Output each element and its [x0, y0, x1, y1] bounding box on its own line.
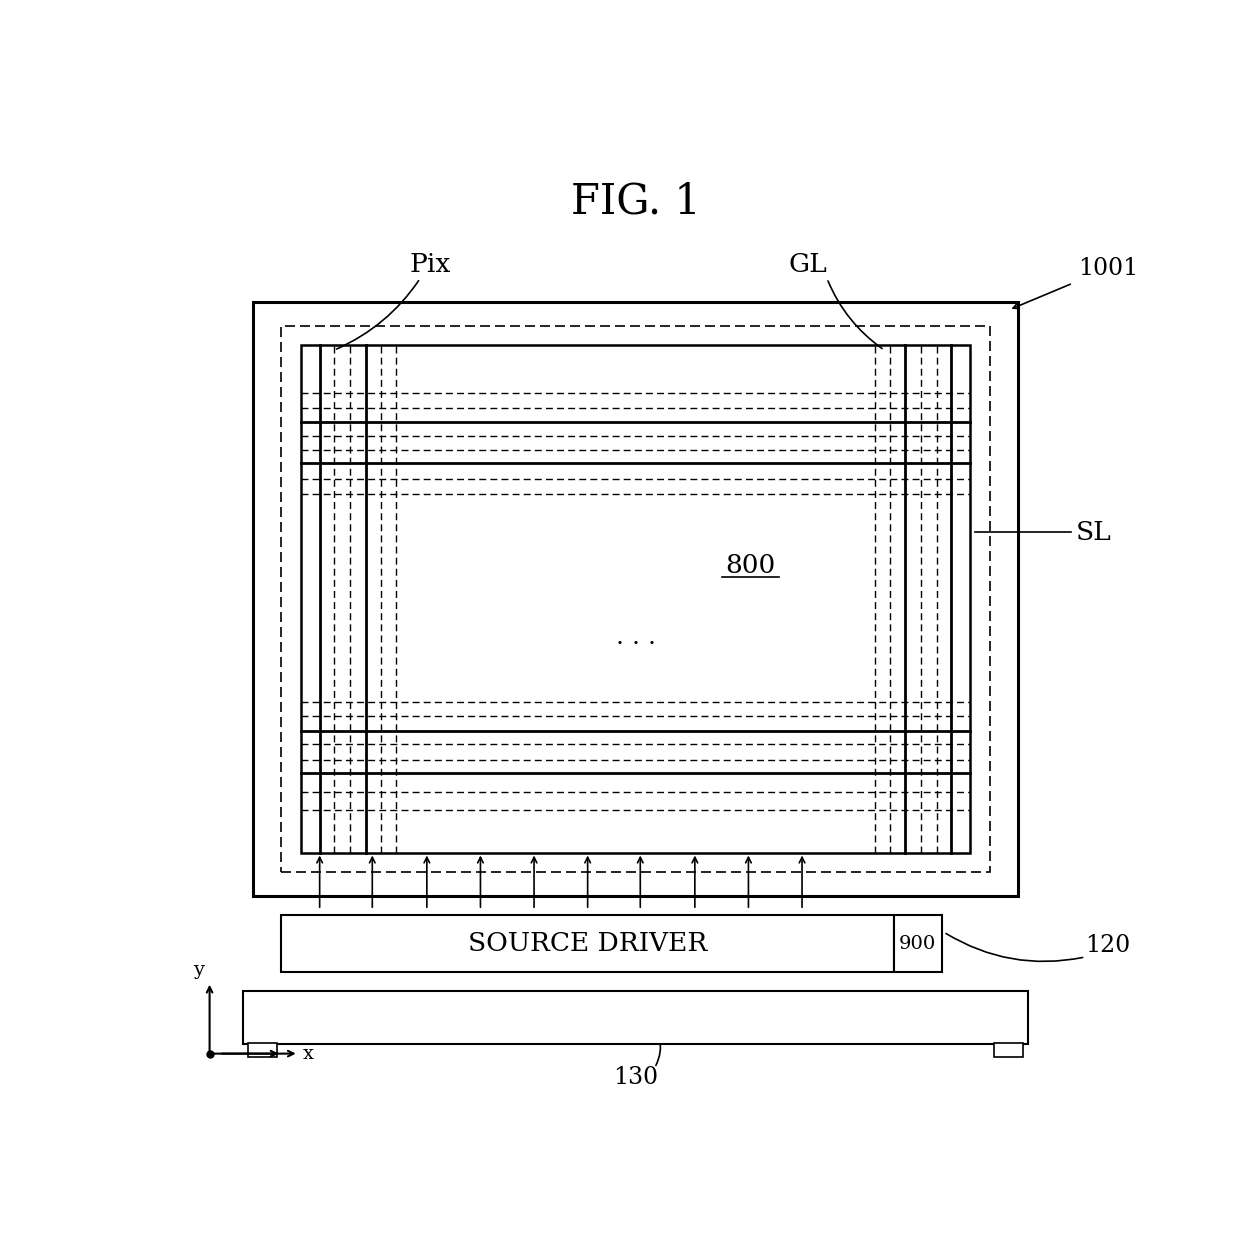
Text: 900: 900: [899, 935, 936, 952]
Text: y: y: [192, 961, 203, 979]
FancyArrowPatch shape: [336, 281, 419, 349]
Bar: [248, 1043, 277, 1058]
Text: 130: 130: [613, 1066, 658, 1089]
Bar: [994, 1043, 1023, 1058]
Bar: [281, 326, 990, 871]
Text: . . .: . . .: [615, 625, 656, 649]
Text: Pix: Pix: [409, 251, 450, 276]
Bar: [253, 302, 1018, 896]
FancyArrowPatch shape: [647, 1019, 661, 1065]
Text: GL: GL: [789, 251, 827, 276]
Text: 120: 120: [1085, 933, 1131, 957]
FancyArrowPatch shape: [946, 933, 1083, 961]
Text: SL: SL: [1076, 520, 1111, 544]
FancyArrowPatch shape: [828, 281, 882, 348]
Bar: [894, 915, 941, 972]
Text: 1001: 1001: [1078, 257, 1138, 281]
Bar: [281, 915, 894, 972]
Bar: [243, 992, 1028, 1044]
Text: x: x: [303, 1044, 314, 1063]
Bar: [300, 346, 971, 853]
Text: FIG. 1: FIG. 1: [570, 180, 701, 222]
Text: SOURCE DRIVER: SOURCE DRIVER: [467, 931, 707, 956]
Text: 800: 800: [725, 553, 775, 578]
